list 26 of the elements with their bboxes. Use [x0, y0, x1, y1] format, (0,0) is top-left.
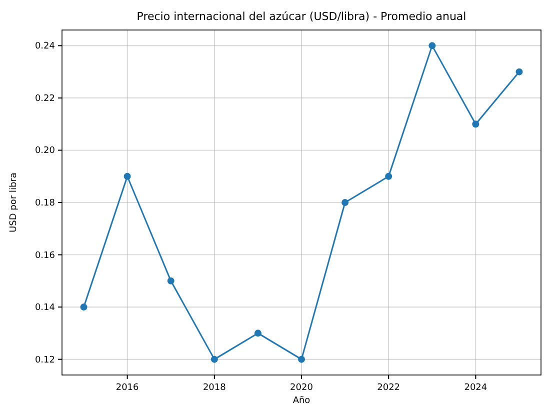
point [80, 304, 88, 311]
x-tick-label: 2024 [464, 383, 488, 393]
point [210, 356, 218, 363]
y-tick-label: 0.24 [34, 42, 56, 52]
x-tick-label: 2020 [290, 383, 314, 393]
y-tick-label: 0.12 [34, 355, 55, 366]
x-tick-label: 2018 [202, 383, 226, 393]
point [167, 277, 174, 284]
y-tick-label: 0.20 [34, 146, 56, 156]
x-axis-title: Año [292, 396, 311, 406]
y-tick-label: 0.14 [34, 303, 56, 314]
point [254, 330, 262, 337]
y-tick-label: 0.16 [34, 250, 56, 261]
point [428, 42, 436, 50]
chart-title: Precio internacional del azúcar (USD/libra) - Promedio anual [136, 10, 466, 23]
point [516, 68, 523, 76]
point [298, 356, 305, 363]
point [385, 172, 392, 180]
point [342, 199, 349, 206]
y-tick-label: 0.18 [34, 198, 56, 208]
y-axis-title: USD por libra [9, 172, 19, 232]
y-tick-label: 0.22 [34, 94, 55, 104]
x-tick-label: 2016 [116, 383, 140, 393]
x-tick-label: 2022 [377, 383, 400, 393]
point [124, 172, 131, 180]
point [472, 120, 480, 128]
